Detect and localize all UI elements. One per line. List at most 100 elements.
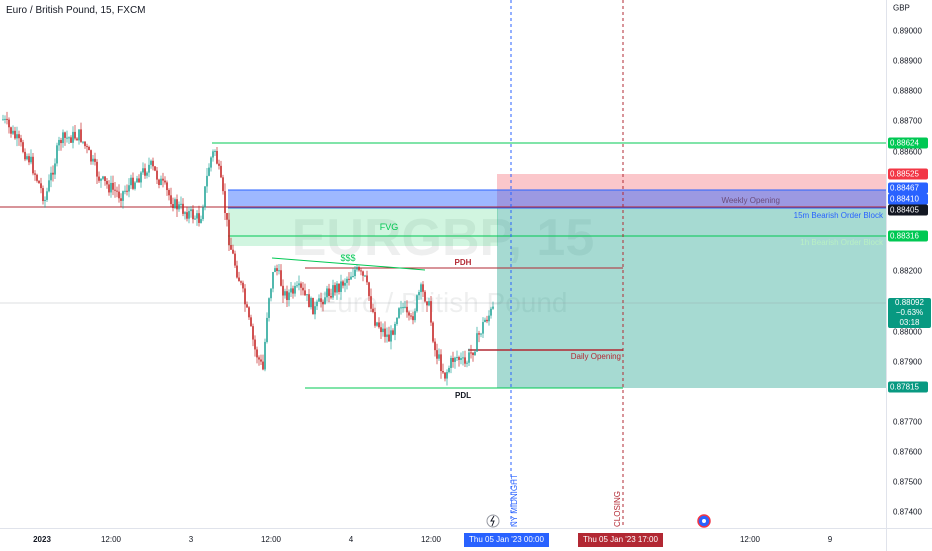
midnight-time-tag[interactable]: Thu 05 Jan '23 00:00 — [464, 533, 549, 547]
candle-body — [446, 372, 448, 379]
candle-body — [12, 130, 14, 134]
candle-body — [310, 297, 312, 308]
candle-body — [282, 285, 284, 296]
pdh-label: PDH — [455, 258, 472, 267]
stop-zone[interactable] — [497, 174, 886, 208]
candle-body — [232, 249, 234, 254]
currency-event-icon[interactable] — [697, 514, 711, 528]
candle-body — [336, 283, 338, 293]
candle-body — [106, 181, 108, 185]
candle-body — [302, 287, 304, 291]
candle-body — [280, 270, 282, 286]
candle-body — [456, 357, 458, 359]
candle-body — [442, 371, 444, 373]
price-tick: 0.87900 — [893, 357, 922, 367]
candle-body — [200, 219, 202, 223]
time-tick: 9 — [827, 535, 833, 544]
price-tick: 0.88700 — [893, 116, 922, 126]
price-tick: 0.87600 — [893, 447, 922, 457]
candle-body — [230, 245, 232, 250]
candle-body — [306, 294, 308, 296]
candle-body — [440, 354, 442, 372]
candle-body — [196, 213, 198, 219]
order-block-top-price-tag[interactable]: 0.88467 — [888, 182, 928, 194]
target-price-tag[interactable]: 0.87815 — [888, 381, 928, 393]
candle-body — [256, 349, 258, 358]
candle-body — [152, 160, 154, 167]
lightning-event-icon[interactable] — [486, 514, 500, 528]
candle-body — [126, 190, 128, 192]
candle-body — [300, 283, 302, 288]
candle-body — [338, 283, 340, 292]
candle-body — [70, 137, 72, 143]
candle-body — [140, 172, 142, 183]
candle-body — [116, 190, 118, 192]
candle-body — [362, 271, 364, 276]
candle-body — [294, 285, 296, 294]
stop-price-tag[interactable]: 0.88525 — [888, 168, 928, 180]
candle-body — [184, 212, 186, 214]
candle-body — [4, 118, 6, 120]
candle-body — [122, 191, 124, 201]
candle-body — [44, 199, 46, 202]
candle-body — [238, 277, 240, 282]
chart-pane[interactable]: EURGBP, 15 Euro / British Pound FVG $$$ … — [0, 0, 886, 528]
candle-body — [292, 288, 294, 294]
weekly-opening-price-tag[interactable]: 0.88405 — [888, 204, 928, 216]
closing-time-tag[interactable]: Thu 05 Jan '23 17:00 — [578, 533, 663, 547]
time-tick: 12:00 — [260, 535, 282, 544]
candle-body — [276, 268, 278, 271]
candle-body — [436, 350, 438, 359]
price-tick: 0.88000 — [893, 327, 922, 337]
order-block-15m[interactable] — [228, 190, 886, 208]
candle-body — [202, 207, 204, 220]
axis-corner — [886, 528, 932, 551]
candle-body — [462, 357, 464, 359]
candle-body — [382, 328, 384, 333]
candle-body — [206, 175, 208, 187]
price-tick: 0.88600 — [893, 147, 922, 157]
candle-body — [104, 176, 106, 182]
candle-body — [318, 298, 320, 302]
candle-body — [64, 132, 66, 138]
candle-body — [162, 178, 164, 181]
candle-body — [290, 288, 292, 293]
candle-body — [316, 301, 318, 307]
green-high-price-tag[interactable]: 0.88624 — [888, 137, 928, 149]
chart-canvas[interactable]: EURGBP, 15 Euro / British Pound FVG $$$ … — [0, 0, 886, 528]
candle-body — [248, 307, 250, 318]
candle-body — [414, 311, 416, 321]
time-axis[interactable]: 2023 12:00 3 12:00 4 12:00 12:00 9 Thu 0… — [0, 528, 886, 551]
candle-body — [328, 288, 330, 296]
candle-body — [172, 204, 174, 209]
sss-trendline[interactable] — [271, 257, 426, 271]
candle-body — [412, 316, 414, 321]
price-tick: 0.88200 — [893, 266, 922, 276]
candle-body — [356, 267, 358, 270]
candle-body — [410, 315, 412, 317]
order-block-bottom-price-tag[interactable]: 0.88410 — [888, 193, 928, 205]
candle-body — [240, 281, 242, 283]
candle-body — [422, 284, 424, 292]
candle-body — [182, 203, 184, 214]
candle-body — [254, 339, 256, 350]
candle-body — [210, 157, 212, 168]
candle-body — [142, 168, 144, 173]
candle-body — [16, 134, 18, 139]
candle-body — [380, 327, 382, 333]
fvg-zone[interactable] — [228, 208, 498, 246]
candle-body — [268, 298, 270, 318]
order-block-1h-price-tag[interactable]: 0.88316 — [888, 230, 928, 242]
candle-body — [250, 317, 252, 327]
candle-body — [428, 301, 430, 306]
current-price-tag[interactable]: 0.88092 −0.63% 03:18 — [888, 298, 931, 328]
watermark-name: Euro / British Pound — [318, 287, 567, 318]
candle-body — [54, 163, 56, 175]
price-axis[interactable]: GBP 0.89000 0.88900 0.88800 0.88700 0.88… — [886, 0, 932, 528]
candle-body — [28, 156, 30, 163]
candle-body — [484, 319, 486, 323]
target-zone[interactable] — [497, 208, 886, 388]
candle-body — [168, 190, 170, 196]
symbol-legend[interactable]: Euro / British Pound, 15, FXCM — [6, 5, 146, 16]
candle-body — [36, 174, 38, 181]
